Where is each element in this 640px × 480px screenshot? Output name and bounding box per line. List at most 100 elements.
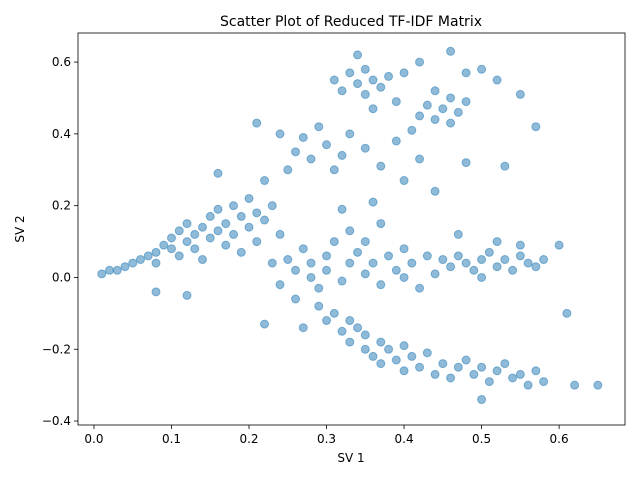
point — [353, 323, 363, 333]
point — [492, 366, 502, 376]
y-tick-label: 0.0 — [52, 270, 71, 284]
point — [492, 237, 502, 247]
point — [229, 229, 239, 239]
point — [360, 89, 370, 99]
point — [422, 251, 432, 261]
point — [492, 262, 502, 272]
point — [376, 219, 386, 229]
point — [477, 395, 487, 405]
point — [190, 244, 200, 254]
point — [384, 344, 394, 354]
point — [275, 129, 285, 139]
point — [360, 143, 370, 153]
point — [143, 251, 153, 261]
point — [430, 369, 440, 379]
point — [345, 129, 355, 139]
point — [415, 154, 425, 164]
point — [500, 359, 510, 369]
point — [329, 75, 339, 85]
point — [353, 50, 363, 60]
point — [345, 316, 355, 326]
x-tick-label: 0.2 — [239, 432, 258, 446]
point — [337, 150, 347, 160]
point — [415, 57, 425, 67]
point — [244, 193, 254, 203]
point — [337, 326, 347, 336]
point — [384, 251, 394, 261]
point — [446, 46, 456, 56]
point — [422, 100, 432, 110]
point — [523, 380, 533, 390]
point — [554, 240, 564, 250]
point — [345, 258, 355, 268]
point — [539, 377, 549, 387]
point — [415, 362, 425, 372]
point — [236, 211, 246, 221]
y-tick-label: 0.4 — [52, 127, 71, 141]
point — [399, 68, 409, 78]
point — [322, 251, 332, 261]
point — [461, 355, 471, 365]
y-tick-label: 0.2 — [52, 199, 71, 213]
point — [477, 272, 487, 282]
point — [329, 308, 339, 318]
y-tick-label: 0.6 — [52, 55, 71, 69]
point — [267, 258, 277, 268]
point — [360, 344, 370, 354]
point — [539, 255, 549, 265]
point — [376, 82, 386, 92]
x-axis-label: SV 1 — [337, 451, 364, 465]
point — [182, 219, 192, 229]
point — [360, 330, 370, 340]
point — [515, 240, 525, 250]
point — [97, 269, 107, 279]
point — [283, 255, 293, 265]
point — [260, 319, 270, 329]
point — [477, 255, 487, 265]
point — [453, 362, 463, 372]
point — [531, 366, 541, 376]
point — [190, 229, 200, 239]
point — [159, 240, 169, 250]
point — [337, 276, 347, 286]
y-axis-label: SV 2 — [13, 215, 27, 242]
point — [368, 75, 378, 85]
point — [112, 265, 122, 275]
point — [360, 64, 370, 74]
point — [345, 68, 355, 78]
point — [531, 262, 541, 272]
point — [430, 86, 440, 96]
point — [508, 373, 518, 383]
point — [260, 176, 270, 186]
point — [345, 226, 355, 236]
point — [391, 355, 401, 365]
point — [229, 201, 239, 211]
point — [104, 265, 114, 275]
point — [391, 97, 401, 107]
point — [182, 290, 192, 300]
point — [399, 176, 409, 186]
point — [461, 158, 471, 168]
point — [415, 111, 425, 121]
point — [562, 308, 572, 318]
point — [252, 118, 262, 128]
point — [198, 222, 208, 232]
point — [508, 265, 518, 275]
point — [360, 237, 370, 247]
point — [291, 265, 301, 275]
y-tick-label: −0.2 — [42, 342, 71, 356]
point — [236, 247, 246, 257]
point — [345, 337, 355, 347]
point — [376, 337, 386, 347]
point — [166, 233, 176, 243]
x-tick-label: 0.6 — [550, 432, 569, 446]
point — [353, 247, 363, 257]
point — [492, 75, 502, 85]
point — [306, 154, 316, 164]
point — [128, 258, 138, 268]
point — [213, 168, 223, 178]
point — [198, 255, 208, 265]
point — [166, 244, 176, 254]
point — [337, 86, 347, 96]
